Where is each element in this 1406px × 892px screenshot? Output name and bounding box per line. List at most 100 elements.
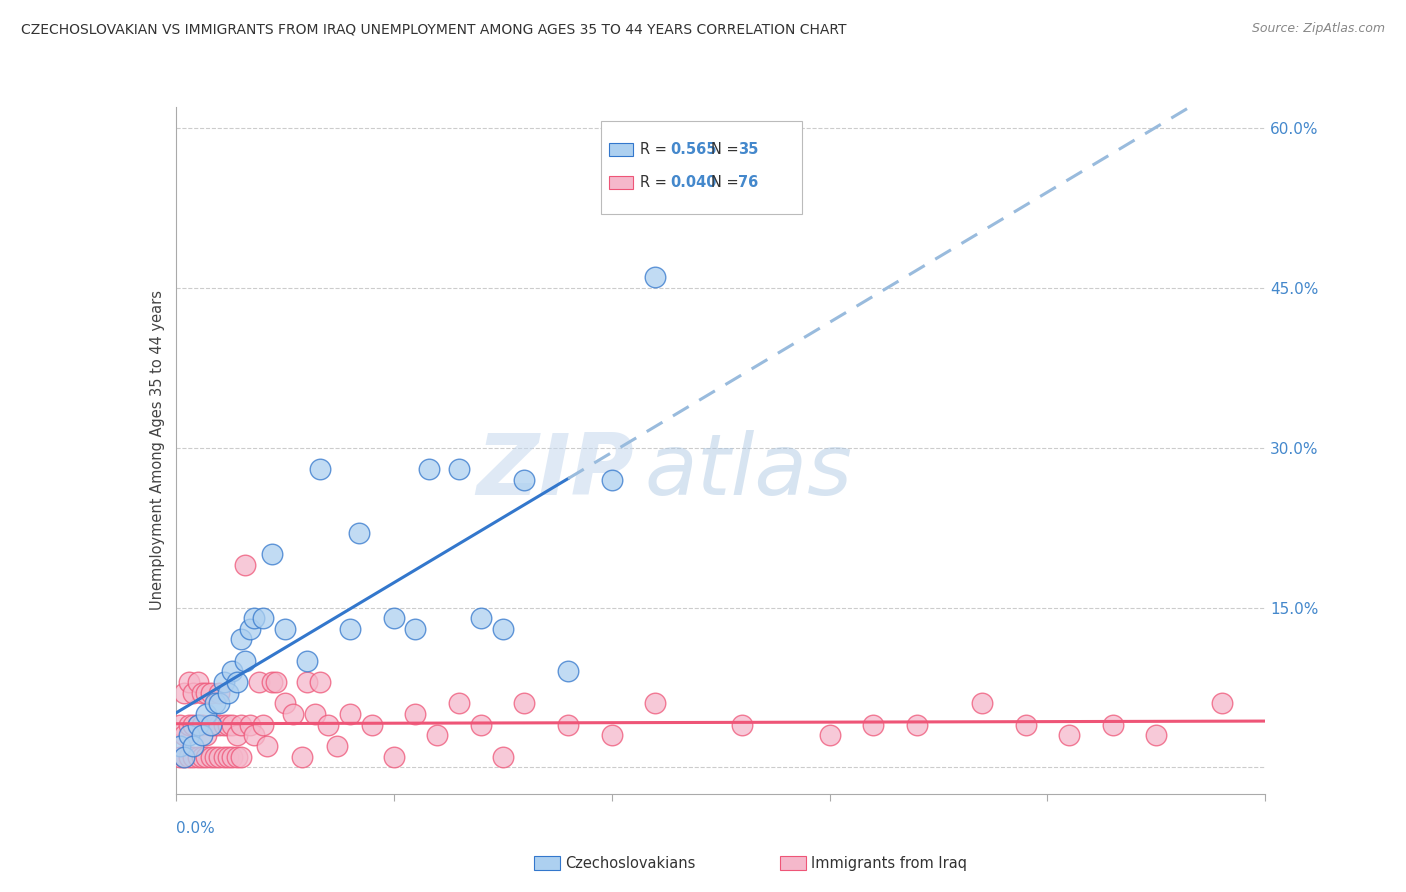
Point	[600, 728, 623, 742]
Point	[177, 728, 200, 742]
Point	[235, 654, 257, 668]
Point	[225, 749, 247, 764]
Point	[200, 749, 222, 764]
Point	[181, 686, 204, 700]
Point	[252, 717, 274, 731]
Point	[318, 717, 340, 731]
Point	[173, 686, 195, 700]
Point	[186, 675, 209, 690]
Point	[243, 728, 266, 742]
Point	[360, 717, 382, 731]
Point	[212, 675, 235, 690]
Point	[204, 697, 226, 711]
Point	[295, 654, 318, 668]
Point	[177, 675, 200, 690]
Point	[208, 717, 231, 731]
Point	[169, 749, 191, 764]
Point	[173, 749, 195, 764]
Point	[191, 717, 214, 731]
Text: 0.040: 0.040	[671, 175, 717, 190]
Point	[862, 717, 884, 731]
Point	[470, 717, 492, 731]
Point	[169, 739, 191, 753]
Point	[492, 749, 515, 764]
Point	[212, 717, 235, 731]
Point	[339, 706, 361, 721]
Text: 0.0%: 0.0%	[176, 822, 215, 837]
Point	[308, 675, 330, 690]
Point	[195, 686, 218, 700]
Point	[557, 665, 579, 679]
Text: N =: N =	[711, 142, 742, 157]
Point	[173, 749, 195, 764]
Point	[231, 749, 253, 764]
Point	[291, 749, 314, 764]
Point	[426, 728, 449, 742]
Point	[304, 706, 326, 721]
Point	[208, 697, 231, 711]
Point	[225, 675, 247, 690]
Point	[905, 717, 928, 731]
Point	[239, 717, 262, 731]
Point	[186, 717, 209, 731]
Point	[256, 739, 278, 753]
Point	[208, 686, 231, 700]
Point	[600, 473, 623, 487]
Point	[644, 697, 666, 711]
Point	[181, 749, 204, 764]
Point	[204, 717, 226, 731]
Point	[191, 749, 214, 764]
Point	[217, 749, 239, 764]
Point	[644, 270, 666, 285]
Point	[418, 462, 440, 476]
Point	[308, 462, 330, 476]
Point	[405, 706, 427, 721]
Point	[274, 697, 297, 711]
Text: 0.565: 0.565	[671, 142, 717, 157]
Point	[243, 611, 266, 625]
Point	[200, 717, 222, 731]
Text: ZIP: ZIP	[475, 430, 633, 513]
Point	[447, 697, 470, 711]
Point	[191, 728, 214, 742]
Point	[382, 611, 405, 625]
Text: Source: ZipAtlas.com: Source: ZipAtlas.com	[1251, 22, 1385, 36]
Point	[181, 717, 204, 731]
Point	[260, 675, 283, 690]
Point	[195, 749, 218, 764]
Point	[231, 717, 253, 731]
Text: 35: 35	[738, 142, 758, 157]
Point	[247, 675, 270, 690]
Point	[200, 686, 222, 700]
Point	[1102, 717, 1125, 731]
Point	[217, 686, 239, 700]
Point	[260, 547, 283, 561]
Point	[212, 749, 235, 764]
Text: R =: R =	[640, 175, 672, 190]
Point	[470, 611, 492, 625]
Text: Immigrants from Iraq: Immigrants from Iraq	[811, 855, 967, 871]
Text: R =: R =	[640, 142, 672, 157]
Point	[195, 728, 218, 742]
Text: atlas: atlas	[644, 430, 852, 513]
Point	[326, 739, 349, 753]
Point	[225, 728, 247, 742]
Point	[186, 717, 209, 731]
Point	[274, 622, 297, 636]
Point	[177, 717, 200, 731]
Point	[191, 686, 214, 700]
Point	[221, 749, 243, 764]
Point	[195, 706, 218, 721]
Point	[231, 632, 253, 647]
Point	[1211, 697, 1233, 711]
Point	[347, 526, 370, 541]
Point	[513, 697, 536, 711]
Point	[513, 473, 536, 487]
Point	[339, 622, 361, 636]
Text: Czechoslovakians: Czechoslovakians	[565, 855, 696, 871]
Point	[239, 622, 262, 636]
Y-axis label: Unemployment Among Ages 35 to 44 years: Unemployment Among Ages 35 to 44 years	[149, 291, 165, 610]
Point	[264, 675, 287, 690]
Point	[186, 749, 209, 764]
Point	[405, 622, 427, 636]
